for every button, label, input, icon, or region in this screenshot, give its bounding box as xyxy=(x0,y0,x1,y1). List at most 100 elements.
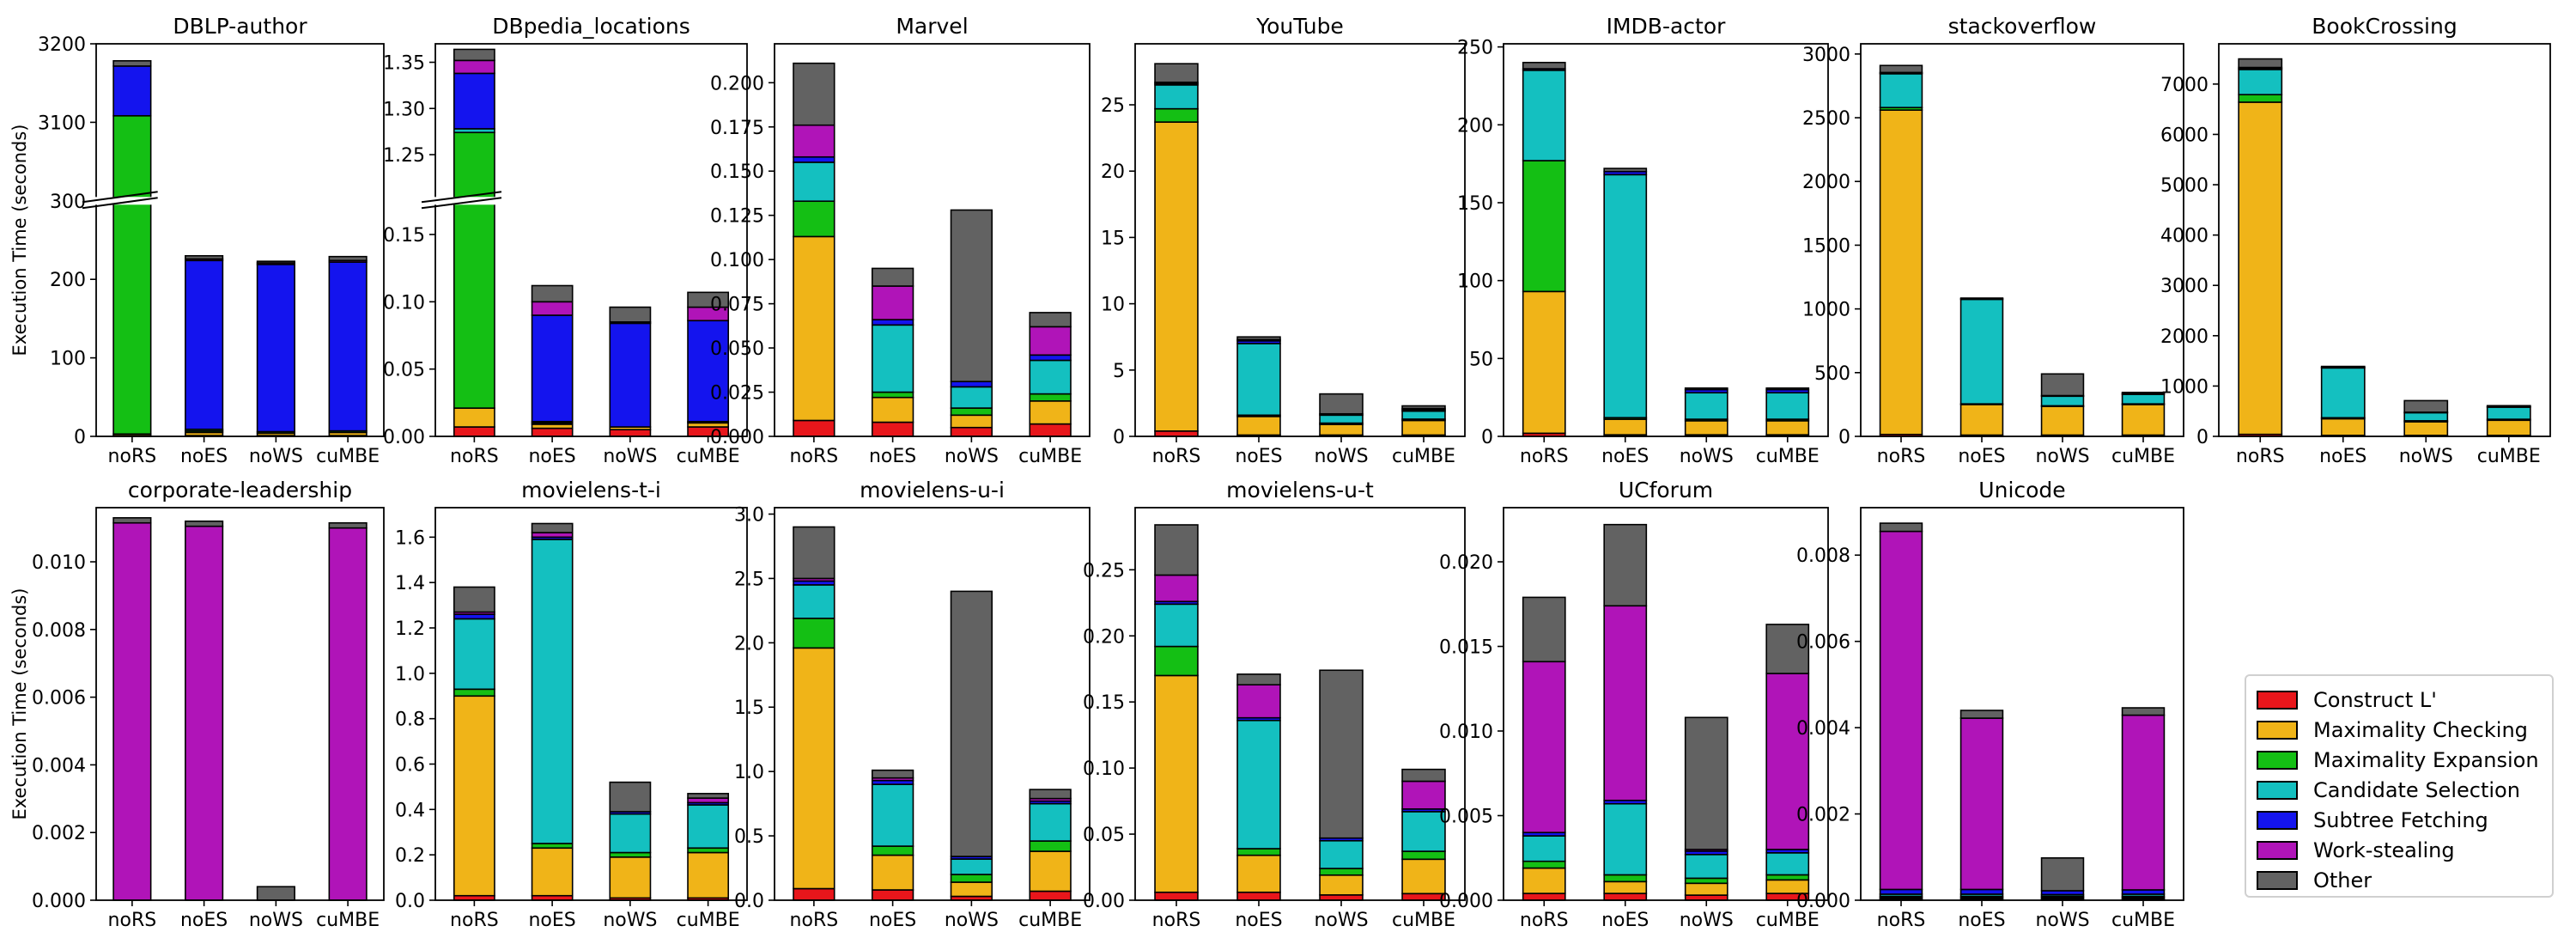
y-tick-label: 2000 xyxy=(2160,326,2208,348)
subplot-title: Marvel xyxy=(896,14,968,39)
bar-segment xyxy=(1522,596,1566,663)
bar-segment xyxy=(1029,312,1072,328)
y-tick-label: 0 xyxy=(1481,427,1493,448)
bar-segment xyxy=(112,517,152,524)
bar-segment xyxy=(1684,882,1728,896)
bar-segment xyxy=(1879,109,1923,436)
subplot-title: corporate-leadership xyxy=(128,478,352,503)
x-tick-label: noES xyxy=(1958,910,2005,931)
y-tick-label: 2.5 xyxy=(734,569,764,590)
bar-segment xyxy=(1154,674,1199,893)
bar-segment xyxy=(609,813,652,854)
bar-segment xyxy=(793,419,835,437)
y-tick-label: 0.002 xyxy=(1796,805,1850,826)
x-tick-label: noRS xyxy=(2236,446,2285,467)
bar-segment xyxy=(1603,174,1648,419)
bar-segment xyxy=(1603,523,1648,607)
x-tick-label: noWS xyxy=(2035,910,2089,931)
bar-segment xyxy=(793,235,835,422)
bar-segment xyxy=(1319,894,1364,901)
y-tick-label: 15 xyxy=(1101,228,1125,249)
bar-segment xyxy=(1154,84,1199,110)
bar-segment xyxy=(609,856,652,899)
axis-break-mark xyxy=(421,197,502,210)
subplot xyxy=(429,507,748,906)
y-tick-label: 0.025 xyxy=(710,383,764,405)
y-tick-label: 0.000 xyxy=(1439,891,1493,912)
bar-segment xyxy=(1684,420,1728,436)
bar-segment xyxy=(1029,359,1072,395)
bar-segment xyxy=(1522,892,1566,901)
bar-segment xyxy=(1029,850,1072,892)
y-tick-label: 0.125 xyxy=(710,206,764,228)
bar-segment xyxy=(871,396,914,423)
y-tick-label: 1.0 xyxy=(395,664,425,685)
bar-segment xyxy=(453,407,495,428)
y-tick-label: 3100 xyxy=(38,113,86,134)
y-tick-label: 0.20 xyxy=(1083,626,1125,648)
bar-segment xyxy=(871,324,914,393)
y-tick-label: 1.0 xyxy=(734,762,764,783)
bar-segment xyxy=(793,161,835,203)
legend-label: Other xyxy=(2313,868,2372,892)
bar-segment xyxy=(1959,717,2004,891)
subplot-title: movielens-t-i xyxy=(521,478,661,503)
bar-segment xyxy=(2238,94,2283,103)
x-tick-label: noES xyxy=(528,446,575,467)
bar-segment xyxy=(793,618,835,649)
bar-segment xyxy=(1319,874,1364,896)
bar-segment xyxy=(871,889,914,901)
y-tick-label: 0.15 xyxy=(1083,692,1125,714)
x-tick-label: noRS xyxy=(1520,910,1569,931)
x-tick-label: cuMBE xyxy=(1018,910,1082,931)
y-tick-label: 1000 xyxy=(2160,376,2208,398)
y-tick-label: 0.6 xyxy=(395,755,425,777)
bar-segment xyxy=(950,874,993,883)
bar-segment xyxy=(1959,710,2004,719)
bar-segment xyxy=(1154,891,1199,901)
y-tick-label: 0 xyxy=(74,427,86,448)
axes-frame xyxy=(1860,507,2184,901)
bar-segment xyxy=(185,520,224,527)
bar-segment xyxy=(1765,874,1810,881)
y-tick-label: 0.15 xyxy=(383,225,425,247)
bar-segment xyxy=(256,886,295,901)
bar-segment xyxy=(453,72,495,130)
y-tick-label: 1.30 xyxy=(383,99,425,120)
x-tick-label: noES xyxy=(528,910,575,931)
bar-segment xyxy=(1236,684,1281,719)
x-tick-label: cuMBE xyxy=(1018,446,1082,467)
bar-segment xyxy=(453,618,495,691)
bar-segment xyxy=(793,200,835,238)
axes-frame xyxy=(774,43,1091,437)
bar-segment xyxy=(950,381,993,388)
bar-segment xyxy=(531,427,574,437)
bar-segment xyxy=(1029,423,1072,437)
y-tick-label: 0.5 xyxy=(734,826,764,848)
bar-segment xyxy=(793,155,835,163)
y-tick-label: 3200 xyxy=(38,34,86,56)
subplot-title: DBpedia_locations xyxy=(492,14,690,39)
x-tick-label: noWS xyxy=(1314,910,1368,931)
y-tick-label: 2.0 xyxy=(734,633,764,655)
legend-label: Work-stealing xyxy=(2313,838,2455,862)
bar-segment xyxy=(1401,405,1446,410)
axis-break-gap xyxy=(423,197,507,205)
y-tick-label: 1.4 xyxy=(395,573,425,594)
y-tick-label: 0.0 xyxy=(734,891,764,912)
y-tick-label: 0.002 xyxy=(32,823,86,844)
bar-segment xyxy=(1236,673,1281,685)
axes-frame xyxy=(95,507,385,901)
bar-segment xyxy=(1236,336,1281,341)
bar-segment xyxy=(1603,168,1648,173)
bar-segment xyxy=(871,845,914,856)
y-tick-label: 0.05 xyxy=(1083,825,1125,846)
axes-frame xyxy=(1503,43,1829,437)
y-tick-label: 0.008 xyxy=(32,620,86,642)
bar-segment xyxy=(2320,365,2366,369)
x-tick-label: noWS xyxy=(249,446,303,467)
x-tick-label: noWS xyxy=(603,910,657,931)
subplot-title: movielens-u-t xyxy=(1226,478,1374,503)
y-tick-label: 200 xyxy=(1457,115,1493,137)
